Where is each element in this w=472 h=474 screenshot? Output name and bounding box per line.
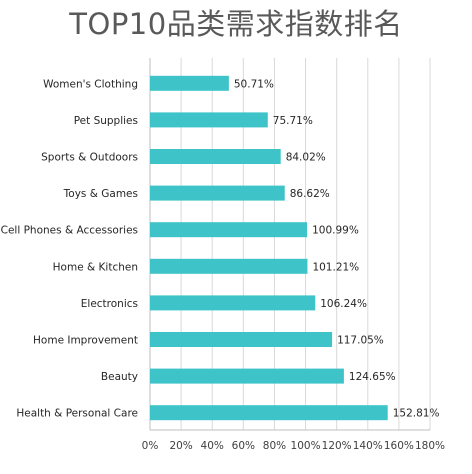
- bar: [150, 332, 333, 347]
- x-tick-label: 80%: [263, 440, 286, 452]
- bar: [150, 405, 388, 421]
- category-label: Women's Clothing: [43, 78, 138, 90]
- bar: [150, 149, 281, 164]
- data-label: 117.05%: [337, 335, 384, 347]
- x-tick-label: 40%: [201, 440, 224, 452]
- data-label: 124.65%: [349, 371, 396, 383]
- category-label: Toys & Games: [63, 188, 138, 200]
- data-label: 84.02%: [286, 152, 326, 164]
- data-label: 101.21%: [312, 261, 359, 273]
- data-label: 86.62%: [290, 188, 330, 200]
- category-label: Pet Supplies: [74, 115, 138, 127]
- bar: [150, 185, 285, 201]
- category-label: Beauty: [101, 371, 138, 383]
- x-tick-label: 20%: [169, 440, 192, 452]
- data-label: 152.81%: [393, 408, 440, 420]
- data-label: 50.71%: [234, 78, 274, 90]
- category-label: Cell Phones & Accessories: [1, 225, 138, 237]
- category-label: Sports & Outdoors: [41, 152, 138, 164]
- category-label: Health & Personal Care: [16, 408, 138, 420]
- x-tick-label: 60%: [232, 440, 255, 452]
- data-label: 100.99%: [312, 225, 359, 237]
- bar: [150, 368, 344, 384]
- category-label: Home Improvement: [33, 335, 138, 347]
- bar: [150, 222, 308, 238]
- category-label: Home & Kitchen: [53, 261, 138, 273]
- x-tick-label: 0%: [142, 440, 159, 452]
- bar: [150, 295, 316, 311]
- data-label: 106.24%: [320, 298, 367, 310]
- chart-title: TOP10品类需求指数排名: [69, 7, 403, 41]
- bar: [150, 112, 268, 128]
- x-tick-label: 140%: [353, 440, 383, 452]
- x-tick-label: 180%: [415, 440, 445, 452]
- data-label: 75.71%: [273, 115, 313, 127]
- bar: [150, 258, 308, 274]
- x-tick-label: 120%: [322, 440, 352, 452]
- x-tick-label: 100%: [291, 440, 321, 452]
- x-tick-label: 160%: [384, 440, 414, 452]
- category-label: Electronics: [81, 298, 138, 310]
- bar: [150, 75, 229, 91]
